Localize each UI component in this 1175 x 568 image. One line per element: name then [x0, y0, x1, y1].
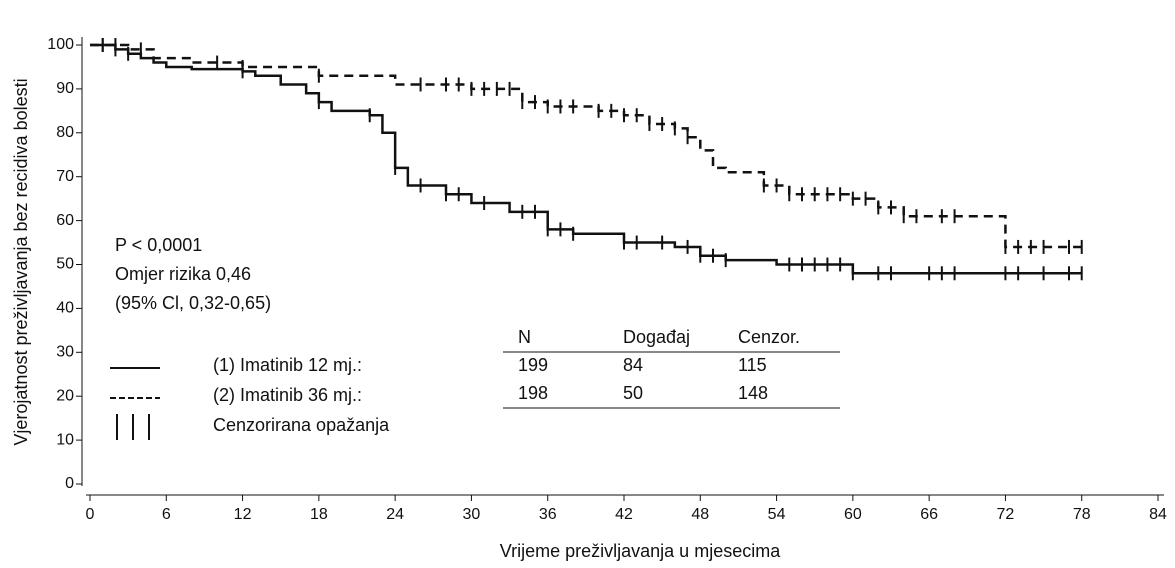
- y-tick-label: 80: [56, 124, 74, 141]
- y-axis-label: Vjerojatnost preživljavanja bez recidiva…: [11, 78, 31, 445]
- table-cell: 84: [623, 355, 643, 375]
- x-tick-label: 84: [1149, 506, 1167, 523]
- legend-label: Cenzorirana opažanja: [213, 415, 390, 435]
- table-cell: 198: [518, 383, 548, 403]
- table-cell: 50: [623, 383, 643, 403]
- table-header: Događaj: [623, 327, 690, 347]
- annotation: P < 0,0001: [115, 235, 202, 255]
- x-tick-label: 54: [768, 506, 786, 523]
- survival-curve: [90, 43, 1082, 275]
- y-tick-label: 60: [56, 212, 74, 229]
- y-tick-label: 20: [56, 387, 74, 404]
- y-tick-label: 0: [65, 475, 74, 492]
- annotation: (95% Cl, 0,32-0,65): [115, 293, 271, 313]
- x-tick-label: 0: [86, 506, 95, 523]
- x-tick-label: 78: [1073, 506, 1091, 523]
- table-cell: 148: [738, 383, 768, 403]
- y-tick-label: 70: [56, 168, 74, 185]
- y-tick-label: 90: [56, 80, 74, 97]
- table-cell: 115: [738, 355, 767, 375]
- x-tick-label: 6: [162, 506, 171, 523]
- x-tick-label: 66: [920, 506, 938, 523]
- x-tick-label: 60: [844, 506, 862, 523]
- legend-label: (1) Imatinib 12 mj.:: [213, 355, 362, 375]
- x-tick-label: 18: [310, 506, 328, 523]
- table-header: N: [518, 327, 531, 347]
- legend-label: (2) Imatinib 36 mj.:: [213, 385, 362, 405]
- y-tick-label: 10: [56, 431, 74, 448]
- annotation: Omjer rizika 0,46: [115, 264, 251, 284]
- x-tick-label: 48: [691, 506, 709, 523]
- x-tick-label: 30: [463, 506, 481, 523]
- y-tick-label: 30: [56, 344, 74, 361]
- table-cell: 199: [518, 355, 548, 375]
- y-tick-label: 40: [56, 300, 74, 317]
- y-tick-label: 100: [47, 36, 74, 53]
- table-header: Cenzor.: [738, 327, 800, 347]
- x-tick-label: 72: [997, 506, 1015, 523]
- x-tick-label: 12: [234, 506, 252, 523]
- x-tick-label: 36: [539, 506, 557, 523]
- y-tick-label: 50: [56, 256, 74, 273]
- x-tick-label: 24: [386, 506, 404, 523]
- survival-curve: [90, 43, 1082, 249]
- x-tick-label: 42: [615, 506, 633, 523]
- x-axis-label: Vrijeme preživljavanja u mjesecima: [500, 541, 781, 561]
